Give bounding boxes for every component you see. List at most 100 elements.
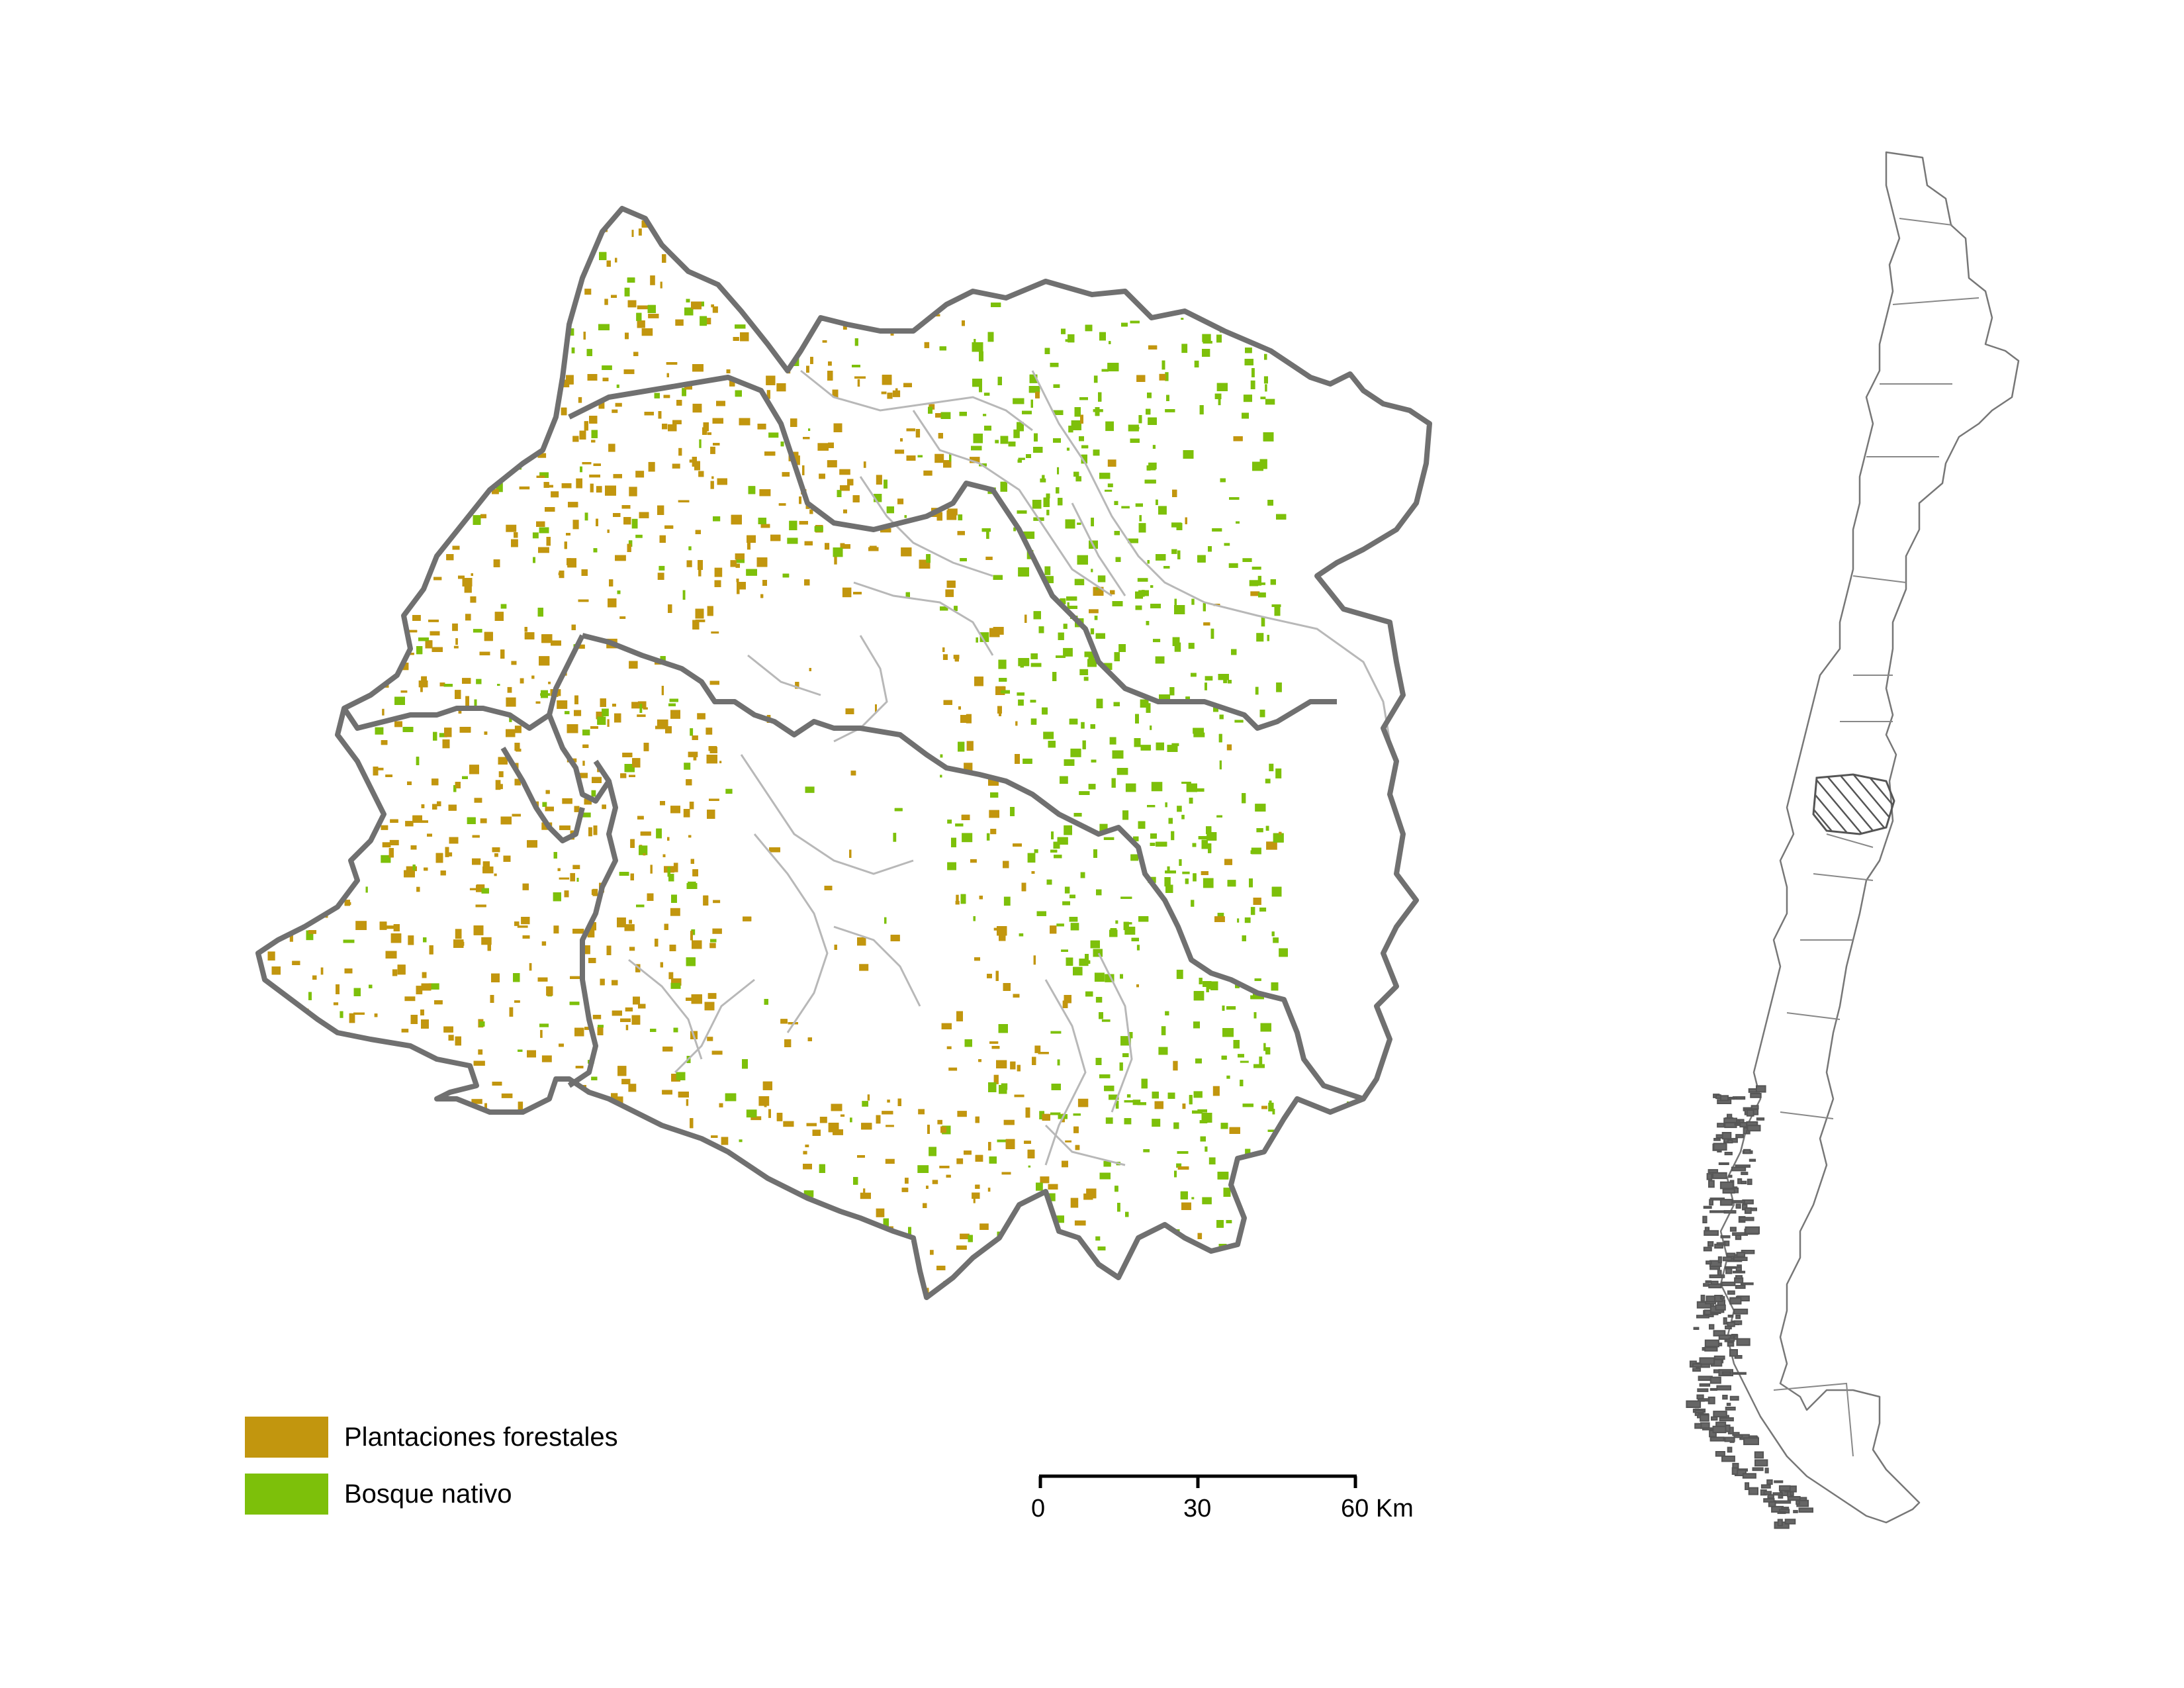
plantation-patch [343, 1111, 351, 1121]
plantation-patch [348, 573, 357, 580]
plantation-patch [306, 539, 313, 545]
plantation-patch [401, 275, 409, 285]
native-forest-patch [1257, 575, 1261, 586]
plantation-patch [759, 489, 771, 496]
plantation-patch [312, 651, 320, 654]
plantation-patch [391, 1188, 398, 1194]
native-forest-patch [644, 1252, 655, 1258]
plantation-patch [267, 266, 274, 275]
native-forest-patch [644, 1252, 655, 1258]
plantation-patch [361, 303, 371, 308]
plantation-patch [749, 1208, 761, 1215]
plantation-patch [765, 310, 771, 320]
plantation-patch [393, 560, 398, 568]
native-forest-patch [414, 1267, 423, 1272]
plantation-patch [716, 1278, 723, 1281]
plantation-patch [296, 366, 307, 371]
plantation-patch [414, 1103, 424, 1111]
native-forest-patch [307, 279, 314, 289]
plantation-patch [348, 573, 357, 580]
native-forest-patch [388, 625, 394, 630]
plantation-patch [592, 1271, 602, 1278]
plantation-patch [393, 560, 398, 568]
plantation-patch [280, 1288, 288, 1291]
native-forest-patch [700, 316, 707, 326]
native-forest-patch [425, 1205, 430, 1212]
plantation-patch [996, 1060, 1007, 1068]
native-forest-patch [263, 718, 266, 722]
plantation-patch [779, 334, 786, 343]
plantation-patch [475, 263, 484, 267]
plantation-patch [692, 1166, 696, 1175]
native-forest-patch [1187, 1288, 1197, 1293]
plantation-patch [875, 1273, 886, 1278]
native-forest-patch [1234, 1249, 1238, 1258]
native-forest-patch [429, 214, 437, 217]
plantation-patch [887, 393, 893, 399]
plantation-patch [373, 767, 384, 771]
native-forest-patch [1148, 462, 1157, 469]
plantation-patch [760, 246, 765, 253]
native-forest-patch [365, 1109, 373, 1117]
plantation-patch [344, 346, 349, 352]
plantation-patch [507, 250, 514, 256]
plantation-patch [362, 1043, 368, 1047]
native-forest-patch [1013, 429, 1020, 438]
plantation-patch [276, 1262, 281, 1267]
plantation-patch [389, 275, 394, 281]
plantation-patch [457, 1131, 463, 1141]
plantation-patch [321, 853, 328, 864]
plantation-patch [1074, 1220, 1086, 1226]
native-forest-patch [746, 1109, 757, 1118]
plantation-patch [342, 267, 351, 276]
native-forest-patch [1275, 768, 1282, 778]
plantation-patch [570, 1104, 574, 1107]
native-forest-patch [333, 1130, 337, 1138]
plantation-patch [511, 1250, 515, 1256]
plantation-patch [401, 235, 410, 241]
plantation-patch [533, 281, 543, 284]
plantation-patch [400, 1124, 403, 1134]
plantation-patch [635, 471, 645, 478]
plantation-patch [572, 250, 581, 258]
plantation-patch [581, 1178, 590, 1182]
native-forest-patch [1115, 1100, 1119, 1109]
plantation-patch [451, 421, 454, 428]
native-forest-patch [1101, 1019, 1111, 1022]
native-forest-patch [1193, 732, 1205, 737]
plantation-patch [540, 408, 551, 418]
native-forest-patch [533, 228, 536, 232]
native-forest-patch [1240, 199, 1249, 209]
plantation-patch [495, 1170, 502, 1178]
plantation-patch [492, 1248, 501, 1252]
plantation-patch [751, 1192, 758, 1198]
plantation-patch [437, 1250, 442, 1254]
native-forest-patch [1136, 945, 1140, 951]
plantation-patch [296, 1272, 308, 1276]
plantation-patch [451, 421, 454, 428]
plantation-patch [576, 1135, 580, 1138]
plantation-patch [639, 1170, 651, 1174]
plantation-patch [455, 638, 458, 645]
plantation-patch [538, 547, 549, 553]
plantation-patch [866, 1235, 875, 1244]
plantation-patch [381, 265, 385, 273]
plantation-patch [400, 1124, 403, 1134]
native-forest-patch [427, 336, 435, 342]
plantation-patch [498, 367, 508, 369]
plantation-patch [782, 1214, 785, 1224]
plantation-patch [286, 766, 291, 774]
plantation-patch [258, 1282, 262, 1286]
native-forest-patch [456, 1222, 463, 1231]
plantation-patch [839, 293, 845, 303]
plantation-patch [939, 1166, 950, 1168]
native-forest-patch [1265, 340, 1271, 343]
native-forest-patch [1260, 397, 1266, 400]
plantation-patch [752, 229, 756, 236]
native-forest-patch [355, 314, 359, 317]
plantation-patch [817, 1278, 825, 1284]
plantation-patch [468, 285, 475, 295]
plantation-patch [260, 1130, 264, 1141]
plantation-patch [716, 1278, 723, 1281]
plantation-patch [542, 1169, 548, 1180]
